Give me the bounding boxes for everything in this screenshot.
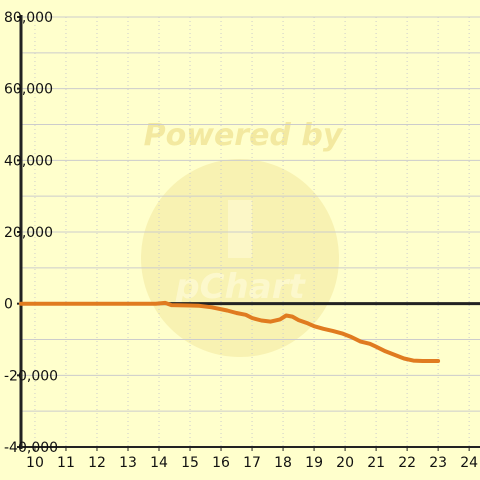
x-tick-label: 18 (274, 455, 292, 471)
x-tick-label: 16 (212, 455, 230, 471)
x-tick-label: 14 (150, 455, 168, 471)
x-tick-label: 13 (119, 455, 137, 471)
x-tick-label: 19 (305, 455, 323, 471)
series-group (19, 300, 441, 363)
x-tick-label: 24 (460, 455, 478, 471)
y-tick-label: -20,000 (4, 368, 58, 384)
x-tick-label: 12 (88, 455, 106, 471)
watermark-text: Powered by (144, 118, 344, 153)
x-tick-label: 22 (398, 455, 416, 471)
y-tick-label: 0 (4, 297, 13, 313)
x-tick-label: 21 (367, 455, 385, 471)
y-tick-label: 20,000 (4, 225, 53, 241)
y-tick-label: 80,000 (4, 10, 53, 26)
y-tick-label: 40,000 (4, 153, 53, 169)
tick-labels: 80,00060,00040,00020,0000-20,000-40,0001… (4, 10, 478, 471)
x-tick-label: 20 (336, 455, 354, 471)
x-tick-label: 10 (26, 455, 44, 471)
x-tick-label: 15 (181, 455, 199, 471)
watermark-logo-mark (228, 200, 252, 258)
x-tick-label: 17 (243, 455, 261, 471)
x-tick-label: 23 (429, 455, 447, 471)
watermark-logo-text: pChart (174, 267, 306, 307)
y-tick-label: 60,000 (4, 82, 53, 98)
x-tick-label: 11 (57, 455, 75, 471)
series-line-0 (19, 300, 441, 363)
y-tick-label: -40,000 (4, 440, 58, 456)
